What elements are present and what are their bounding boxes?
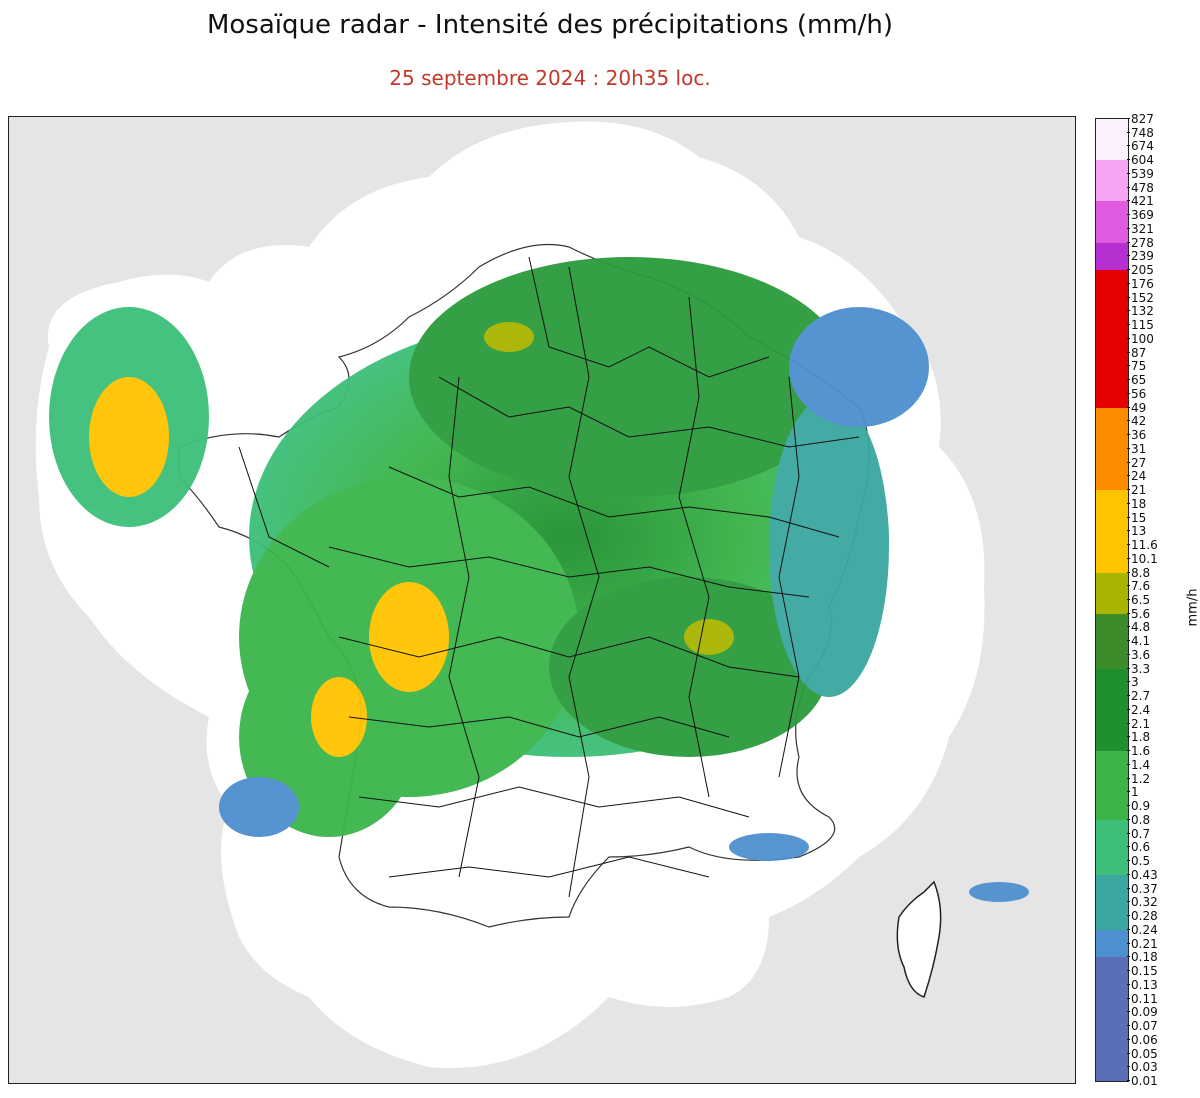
- colorbar-band-9: [1096, 668, 1128, 752]
- colorbar-tick-label: 65: [1126, 373, 1147, 388]
- colorbar-tick-label: 176: [1127, 276, 1154, 291]
- colorbar-band-5: [1096, 407, 1128, 491]
- colorbar-tick-label: 0.11: [1127, 991, 1158, 1006]
- colorbar-gradient: [1095, 118, 1129, 1082]
- colorbar-band-2: [1096, 201, 1128, 243]
- colorbar-tick-label: 0.32: [1127, 895, 1158, 910]
- colorbar-unit-label: mm/h: [1185, 588, 1200, 627]
- colorbar-tick-label: 0.15: [1127, 964, 1158, 979]
- colorbar-tick-label: 478: [1127, 180, 1154, 195]
- colorbar-tick-label: 0.09: [1127, 1005, 1158, 1020]
- radar-map-canvas: [35, 121, 1029, 1069]
- colorbar-tick-label: 0.24: [1127, 922, 1158, 937]
- colorbar-tick-label: 24: [1126, 469, 1147, 484]
- colorbar-tick-label: 3.3: [1126, 661, 1151, 676]
- colorbar-tick-label: 0.01: [1127, 1074, 1158, 1088]
- colorbar-tick-label: 42: [1126, 414, 1147, 429]
- colorbar-tick-label: 75: [1126, 359, 1147, 374]
- colorbar-band-14: [1096, 957, 1128, 1081]
- colorbar-band-1: [1096, 160, 1128, 202]
- colorbar-band-10: [1096, 751, 1128, 820]
- colorbar-tick-label: 0.8: [1126, 812, 1151, 827]
- colorbar-tick-label: 0.18: [1127, 950, 1158, 965]
- colorbar-tick-label: 132: [1127, 304, 1154, 319]
- colorbar-tick-label: 13: [1126, 524, 1147, 539]
- map-title: Mosaïque radar - Intensité des précipita…: [206, 10, 894, 40]
- department-borders: [238, 256, 860, 898]
- colorbar-tick-label: 2.4: [1126, 702, 1151, 717]
- colorbar-tick-label: 31: [1126, 441, 1147, 456]
- colorbar-band-11: [1096, 819, 1128, 875]
- colorbar-tick-label: 36: [1126, 428, 1147, 443]
- colorbar-tick-label: 2.7: [1126, 689, 1151, 704]
- colorbar-tick-label: 421: [1127, 194, 1154, 209]
- colorbar-tick-label: 321: [1127, 221, 1154, 236]
- colorbar-tick-label: 0.06: [1127, 1032, 1158, 1047]
- colorbar-tick-label: 15: [1126, 510, 1147, 525]
- radar-map: [8, 116, 1076, 1084]
- colorbar-tick-label: 0.7: [1126, 826, 1151, 841]
- colorbar-tick-label: 0.21: [1127, 936, 1158, 951]
- colorbar-tick-label: 239: [1127, 249, 1154, 264]
- colorbar-tick-label: 1.2: [1126, 771, 1151, 786]
- colorbar-tick-label: 0.05: [1127, 1046, 1158, 1061]
- colorbar-band-3: [1096, 242, 1128, 271]
- colorbar-tick-label: 0.5: [1126, 854, 1151, 869]
- colorbar-tick-label: 369: [1127, 208, 1154, 223]
- colorbar-tick-label: 205: [1127, 263, 1154, 278]
- colorbar-tick-label: 0.13: [1127, 977, 1158, 992]
- colorbar-band-7: [1096, 572, 1128, 614]
- colorbar-tick-label: 56: [1126, 386, 1147, 401]
- colorbar-band-13: [1096, 929, 1128, 958]
- colorbar-tick-label: 3.6: [1126, 647, 1151, 662]
- colorbar-band-6: [1096, 490, 1128, 573]
- colorbar-tick-label: 0.9: [1126, 799, 1151, 814]
- colorbar-tick-label: 0.03: [1127, 1060, 1158, 1075]
- colorbar-band-12: [1096, 874, 1128, 930]
- colorbar-tick-label: 21: [1126, 483, 1147, 498]
- colorbar-ticks: 827 748 674 604 539 478 421 369 321 278 239 205 176 1…: [1126, 113, 1191, 1087]
- colorbar-tick-label: 1.6: [1126, 744, 1151, 759]
- colorbar-tick-label: 6.5: [1126, 593, 1151, 607]
- precipitation-field: [49, 257, 1029, 902]
- colorbar-tick-label: 1.8: [1126, 730, 1151, 745]
- colorbar-tick-label: 7.6: [1126, 579, 1151, 594]
- colorbar-tick-label: 2.1: [1126, 716, 1151, 731]
- colorbar-tick-label: 674: [1127, 139, 1154, 154]
- colorbar-tick-label: 539: [1127, 166, 1154, 181]
- colorbar-tick-label: 87: [1126, 345, 1147, 360]
- colorbar-tick-label: 18: [1126, 496, 1147, 511]
- colorbar-tick-label: 604: [1127, 153, 1154, 168]
- colorbar-tick-label: 0.28: [1127, 909, 1158, 924]
- colorbar-tick-label: 152: [1127, 290, 1154, 305]
- colorbar-tick-label: 0.43: [1127, 867, 1158, 882]
- colorbar-band-8: [1096, 613, 1128, 669]
- colorbar-tick-label: 827: [1127, 112, 1154, 126]
- map-subtitle-timestamp: 25 septembre 2024 : 20h35 loc.: [389, 66, 711, 90]
- colorbar-tick-label: 5.6: [1126, 606, 1151, 621]
- colorbar-tick-label: 1.4: [1126, 757, 1151, 772]
- colorbar-tick-label: 11.6: [1127, 538, 1158, 553]
- corsica-outline: [896, 880, 942, 998]
- colorbar-tick-label: 748: [1127, 125, 1154, 140]
- colorbar-band-0: [1096, 119, 1128, 161]
- colorbar-tick-label: 4.1: [1126, 634, 1151, 649]
- colorbar-tick-label: 100: [1127, 331, 1154, 346]
- colorbar-tick-label: 115: [1127, 318, 1154, 333]
- colorbar-tick-label: 4.8: [1126, 620, 1151, 635]
- precipitation-colorbar: 827 748 674 604 539 478 421 369 321 278 239 205 176 1…: [1095, 113, 1158, 1087]
- colorbar-tick-label: 0.6: [1126, 840, 1151, 855]
- colorbar-tick-label: 27: [1126, 455, 1147, 470]
- colorbar-tick-label: 0.07: [1127, 1019, 1158, 1034]
- colorbar-tick-label: 10.1: [1127, 551, 1158, 566]
- colorbar-tick-label: 278: [1127, 235, 1154, 250]
- colorbar-tick-label: 8.8: [1126, 565, 1151, 580]
- colorbar-tick-label: 3: [1127, 675, 1139, 690]
- colorbar-tick-label: 49: [1126, 400, 1147, 415]
- colorbar-band-4: [1096, 270, 1128, 408]
- colorbar-tick-label: 0.37: [1127, 881, 1158, 896]
- colorbar-tick-label: 1: [1127, 785, 1139, 800]
